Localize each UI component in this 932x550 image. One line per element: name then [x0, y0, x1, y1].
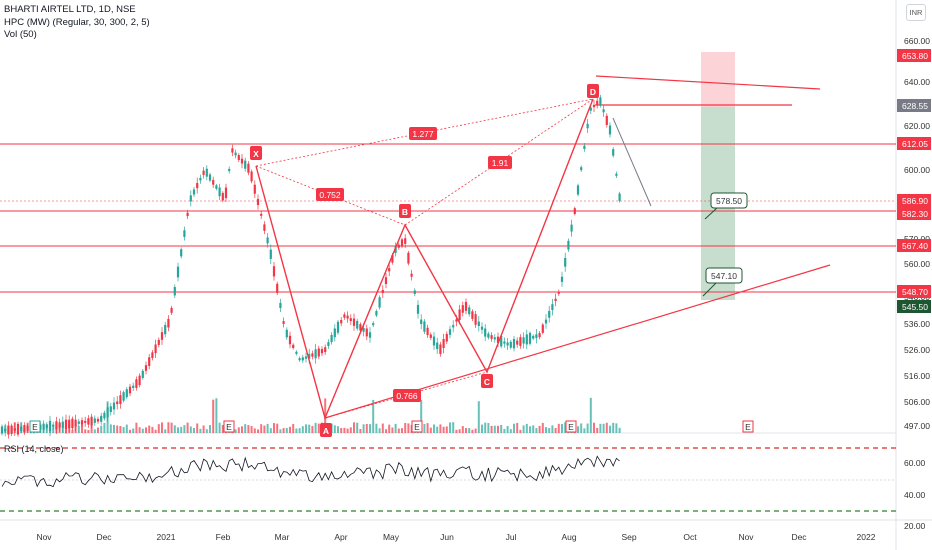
price-badge-bg	[897, 49, 931, 62]
svg-text:1.91: 1.91	[492, 158, 509, 168]
rsi-tick: 60.00	[904, 458, 926, 468]
price-badge-bg	[897, 239, 931, 252]
svg-text:C: C	[484, 377, 490, 387]
svg-text:E: E	[414, 422, 420, 432]
price-badge-bg	[897, 194, 931, 207]
price-axis-badges: 653.80 628.55 612.05 586.90 582.30 567.40 548.…	[897, 49, 931, 313]
pattern-point-x[interactable]: X	[250, 146, 262, 160]
price-tick: 497.00	[904, 421, 930, 431]
projection-line	[612, 117, 652, 207]
svg-text:E: E	[745, 422, 751, 432]
price-tick: 516.00	[904, 371, 930, 381]
price-badge: 548.70	[902, 287, 928, 297]
svg-text:578.50: 578.50	[716, 196, 742, 206]
indicator-label[interactable]: HPC (MW) (Regular, 30, 300, 2, 5)	[4, 16, 150, 28]
rsi-tick: 20.00	[904, 521, 926, 531]
price-badge: 612.05	[902, 139, 928, 149]
volume-series	[1, 397, 621, 433]
time-tick: 2021	[157, 532, 176, 542]
svg-text:E: E	[568, 422, 574, 432]
pattern-point-c[interactable]: C	[481, 374, 493, 388]
pattern-point-a[interactable]: A	[320, 423, 332, 437]
pattern-point-d[interactable]: D	[587, 84, 599, 98]
time-tick: Sep	[621, 532, 636, 542]
svg-text:A: A	[323, 426, 329, 436]
price-tick: 640.00	[904, 77, 930, 87]
ratio-label-xb: 0.752	[316, 188, 344, 201]
event-marker-1[interactable]: E	[29, 420, 41, 433]
price-badge: 545.50	[902, 302, 928, 312]
time-tick: Oct	[683, 532, 697, 542]
rsi-axis[interactable]: 60.00 40.00 20.00	[904, 458, 926, 531]
price-tick: 506.00	[904, 397, 930, 407]
svg-text:D: D	[590, 87, 596, 97]
time-tick: Nov	[738, 532, 754, 542]
svg-text:0.766: 0.766	[396, 391, 418, 401]
price-badge-bg	[897, 99, 931, 112]
xd-ratio-line	[255, 98, 594, 167]
price-tick: 600.00	[904, 165, 930, 175]
stop-zone	[701, 52, 735, 107]
svg-text:E: E	[32, 422, 38, 432]
event-marker-5[interactable]: E	[742, 420, 754, 433]
time-tick: 2022	[857, 532, 876, 542]
price-tick: 620.00	[904, 121, 930, 131]
ratio-label-ac: 0.766	[393, 389, 421, 402]
callout-547[interactable]: 547.10	[702, 267, 743, 297]
rsi-tick: 40.00	[904, 490, 926, 500]
callout-578[interactable]: 578.50	[704, 192, 748, 220]
price-tick: 526.00	[904, 345, 930, 355]
xabcd-pattern[interactable]	[255, 98, 594, 421]
price-badge-bg	[897, 137, 931, 150]
svg-text:B: B	[402, 207, 408, 217]
event-marker-2[interactable]: E	[223, 420, 235, 433]
price-badge: 653.80	[902, 51, 928, 61]
volume-label[interactable]: Vol (50)	[4, 29, 37, 41]
rsi-line	[1, 455, 620, 488]
svg-text:X: X	[253, 149, 259, 159]
price-badge-bg	[897, 300, 931, 313]
time-tick: Apr	[334, 532, 347, 542]
time-tick: Mar	[275, 532, 290, 542]
svg-text:1.277: 1.277	[412, 129, 434, 139]
price-badge: 586.90	[902, 196, 928, 206]
time-tick: Feb	[216, 532, 231, 542]
price-badge: 628.55	[902, 101, 928, 111]
ratio-label-bd: 1.91	[488, 156, 512, 169]
rsi-label[interactable]: RSI (14, close)	[4, 444, 64, 454]
ratio-label-xd: 1.277	[409, 127, 437, 140]
symbol-title[interactable]: BHARTI AIRTEL LTD, 1D, NSE	[4, 4, 136, 15]
price-tick: 536.00	[904, 319, 930, 329]
time-tick: Aug	[561, 532, 576, 542]
upper-trendline[interactable]	[595, 75, 821, 90]
chart-legend: BHARTI AIRTEL LTD, 1D, NSE HPC (MW) (Reg…	[4, 4, 150, 42]
time-tick: Nov	[36, 532, 52, 542]
price-badge: 582.30	[902, 209, 928, 219]
svg-text:0.752: 0.752	[319, 190, 341, 200]
event-marker-4[interactable]: E	[565, 420, 577, 433]
svg-text:E: E	[226, 422, 232, 432]
time-tick: Jun	[440, 532, 454, 542]
time-tick: Jul	[506, 532, 517, 542]
time-tick: May	[383, 532, 400, 542]
time-axis[interactable]: Nov Dec 2021 Feb Mar Apr May Jun Jul Aug Sep Oct Nov…	[36, 532, 875, 542]
time-tick: Dec	[791, 532, 807, 542]
price-badge: 567.40	[902, 241, 928, 251]
price-tick: 660.00	[904, 36, 930, 46]
currency-button[interactable]: INR	[906, 4, 926, 21]
pattern-point-b[interactable]: B	[399, 204, 411, 218]
price-badge-bg	[897, 207, 931, 220]
time-tick: Dec	[96, 532, 112, 542]
price-axis[interactable]: 660.00640.00620.00600.00580.00570.00560.…	[904, 36, 930, 431]
price-tick: 560.00	[904, 259, 930, 269]
svg-text:547.10: 547.10	[711, 271, 737, 281]
event-marker-3[interactable]: E	[411, 420, 423, 433]
price-badge-bg	[897, 285, 931, 298]
